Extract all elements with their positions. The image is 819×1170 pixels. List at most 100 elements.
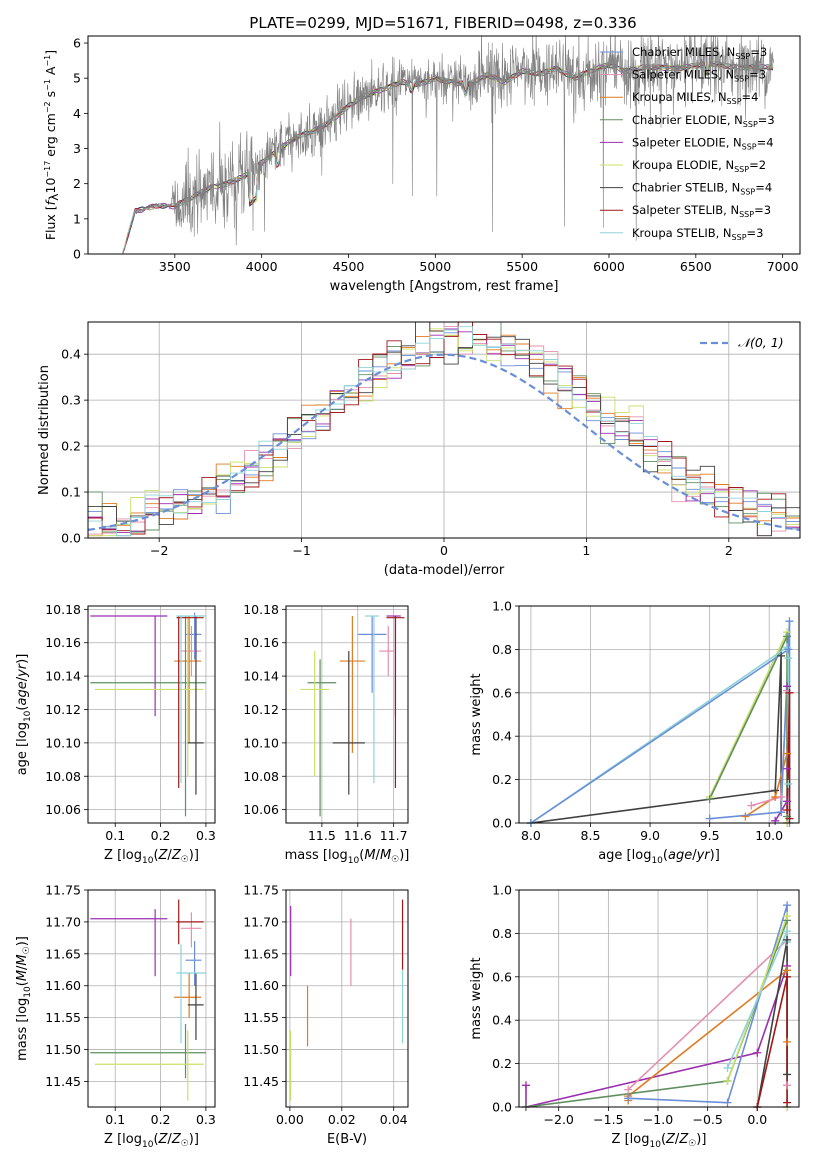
histogram-series — [88, 322, 800, 535]
axes-frame — [285, 605, 409, 824]
figure-title: PLATE=0299, MJD=51671, FIBERID=0498, z=0… — [249, 14, 636, 32]
weight-marker — [624, 1094, 633, 1103]
x-axis-label: mass [log10(M/M☉)] — [285, 848, 410, 866]
weight-marker — [783, 972, 792, 981]
y-tick-label: 10.10 — [45, 735, 81, 750]
plot-area — [90, 612, 206, 817]
x-tick-label: −2 — [150, 543, 168, 558]
weight-marker — [783, 805, 792, 814]
x-tick-label: 9.5 — [700, 828, 720, 843]
weight-marker — [784, 654, 793, 663]
y-tick-label: 10.08 — [45, 769, 81, 784]
label-part: / — [15, 676, 30, 681]
x-axis-label: Z [log10(Z/Z☉)] — [104, 848, 199, 866]
y-tick-label: 0.2 — [492, 1056, 512, 1071]
legend-entry: Kroupa ELODIE, NSSP=2 — [632, 158, 766, 174]
y-tick-label: 0.4 — [492, 729, 512, 744]
weight-marker — [741, 812, 750, 821]
y-tick-label: 11.55 — [45, 1010, 81, 1025]
x-tick-label: 1 — [582, 543, 590, 558]
y-tick-label: 3 — [73, 141, 81, 156]
label-part: mass [log — [15, 998, 30, 1061]
weight-marker — [771, 816, 780, 825]
weight-marker — [783, 764, 792, 773]
y-tick-label: 11.65 — [45, 946, 81, 961]
x-tick-label: 0.2 — [151, 1112, 171, 1127]
y-tick-label: 5 — [73, 71, 81, 86]
legend-entry: Salpeter MILES, NSSP=3 — [632, 68, 766, 84]
y-tick-label: 10.06 — [243, 802, 279, 817]
x-tick-label: 4000 — [246, 259, 278, 274]
weight-line — [530, 655, 782, 823]
y-tick-label: 1 — [73, 211, 81, 226]
y-tick-label: 10.16 — [243, 635, 279, 650]
y-tick-label: 10.12 — [45, 702, 81, 717]
panel-massweight_vs_age: 8.0 8.5 9.0 9.5 10.0 0.0 0.2 0.4 0.6 0.8 1.0 age [l… — [469, 599, 800, 866]
y-tick-label: 11.55 — [243, 1010, 279, 1025]
weight-marker — [521, 1081, 530, 1090]
y-tick-label: 10.06 — [45, 802, 81, 817]
x-tick-label: 5500 — [506, 259, 538, 274]
weight-line — [525, 965, 788, 1107]
y-tick-label: 11.60 — [45, 978, 81, 993]
histogram-series — [88, 322, 800, 537]
y-tick-label: 0.2 — [61, 439, 81, 454]
weight-marker — [783, 1098, 792, 1107]
y-tick-label: 11.70 — [45, 914, 81, 929]
x-tick-label: 11.5 — [308, 828, 336, 843]
plot-area — [122, 36, 774, 254]
plot-area — [88, 322, 800, 537]
plot-area — [90, 899, 206, 1101]
x-tick-label: 0 — [440, 543, 448, 558]
weight-marker — [723, 1076, 732, 1085]
panel-residuals: −2 −1 0 1 2 0.0 0.1 0.2 0.3 0.4 (data-model)/error… — [37, 321, 801, 578]
panel-age_vs_mass: 11.5 11.6 11.7 10.06 10.08 10.10 10.12 10.14 10.… — [243, 602, 409, 866]
x-tick-label: 5000 — [419, 259, 451, 274]
axes-frame — [87, 35, 801, 255]
x-tick-label: 3500 — [159, 259, 191, 274]
y-tick-label: 11.50 — [45, 1042, 81, 1057]
weight-marker — [785, 617, 794, 626]
y-tick-label: 11.70 — [243, 914, 279, 929]
y-tick-label: 0.4 — [61, 347, 81, 362]
weight-marker — [783, 797, 792, 806]
legend-entry: Salpeter ELODIE, NSSP=4 — [632, 135, 774, 151]
weight-marker — [723, 1098, 732, 1107]
y-tick-label: 11.50 — [243, 1042, 279, 1057]
label-part: M — [15, 970, 30, 981]
x-tick-label: 4500 — [333, 259, 365, 274]
x-tick-label: 10.0 — [755, 828, 783, 843]
y-tick-label: 11.65 — [243, 946, 279, 961]
axes-frame — [518, 605, 800, 824]
label-part: age — [15, 681, 30, 705]
x-tick-label: 0.02 — [328, 1112, 356, 1127]
weight-marker — [705, 814, 714, 823]
panel-mass_vs_Z: 0.1 0.2 0.3 11.45 11.50 11.55 11.60 11.65 11.70 1… — [15, 883, 216, 1151]
weight-marker — [783, 1070, 792, 1079]
axes-frame — [87, 321, 801, 539]
weight-marker — [785, 688, 794, 697]
x-axis-label: Z [log10(Z/Z☉)] — [104, 1132, 199, 1150]
plot-area — [525, 904, 788, 1107]
x-tick-label: 2 — [725, 543, 733, 558]
legend-entry: Kroupa STELIB, NSSP=3 — [632, 226, 763, 242]
weight-marker — [783, 927, 792, 936]
label-part: age [log — [15, 722, 30, 775]
y-tick-label: 10.18 — [243, 602, 279, 617]
axes-frame — [518, 889, 800, 1108]
y-tick-label: 0.6 — [492, 685, 512, 700]
weight-marker — [777, 808, 786, 817]
label-part: 10 — [23, 710, 33, 722]
weight-marker — [783, 749, 792, 758]
y-tick-label: 10.16 — [45, 635, 81, 650]
axes-frame — [285, 889, 409, 1108]
legend-entry: Chabrier ELODIE, NSSP=3 — [632, 113, 775, 129]
y-tick-label: 10.14 — [45, 669, 81, 684]
weight-line — [525, 920, 788, 1107]
x-tick-label: 0.1 — [105, 1112, 125, 1127]
y-tick-label: 10.18 — [45, 602, 81, 617]
y-tick-label: 0.8 — [492, 642, 512, 657]
x-axis-label: age [log10(age/yr)] — [598, 848, 720, 866]
weight-marker — [747, 801, 756, 810]
